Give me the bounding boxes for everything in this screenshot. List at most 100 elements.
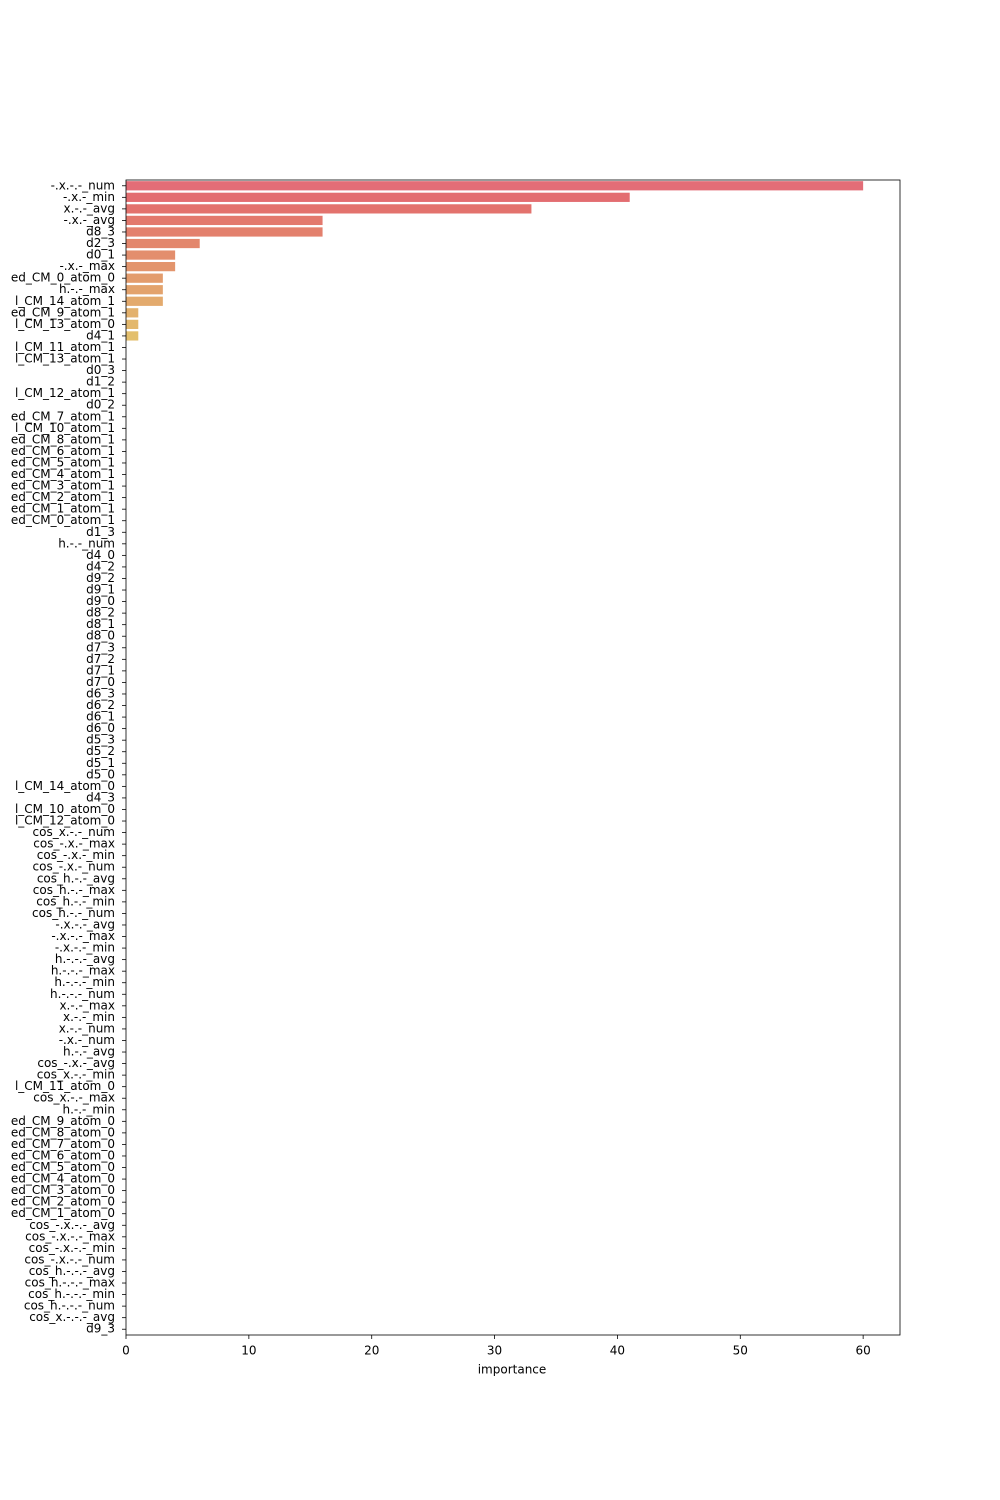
y-tick-label: l_CM_14_atom_0 [15,779,115,793]
y-tick-label: ed_CM_9_atom_1 [11,305,115,319]
y-tick-label: d0_1 [86,248,115,262]
y-tick-label: cos_x.-.-_num [33,825,115,839]
y-tick-label: d6_3 [86,686,115,700]
bar [126,285,163,295]
y-tick-label: d4_3 [86,790,115,804]
y-tick-label: cos_x.-.-_max [33,1091,115,1105]
y-tick-label: h.-.-.-_min [54,975,115,989]
y-tick-label: d8_3 [86,224,115,238]
y-tick-label: cos_x.-.-_min [37,1068,115,1082]
x-tick-label: 0 [122,1344,130,1358]
y-tick-label: h.-.-_max [59,282,115,296]
y-tick-label: l_CM_10_atom_0 [15,802,115,816]
y-tick-label: d1_3 [86,525,115,539]
bar [126,308,139,318]
y-tick-label: ed_CM_5_atom_1 [11,455,115,469]
y-tick-label: cos_-.x.-_avg [37,1056,115,1070]
y-tick-label: ed_CM_9_atom_0 [11,1114,115,1128]
y-tick-label: cos_h.-.-.-_avg [29,1264,115,1278]
y-tick-label: ed_CM_3_atom_0 [11,1183,115,1197]
y-tick-label: ed_CM_2_atom_0 [11,1195,115,1209]
y-tick-label: -.x.-.-_min [55,941,115,955]
y-tick-label: d5_1 [86,756,115,770]
y-tick-label: -.x.-.-_num [51,178,115,192]
y-tick-label: d5_3 [86,733,115,747]
y-tick-label: d8_0 [86,629,115,643]
y-tick-label: d7_2 [86,652,115,666]
bar [126,296,163,306]
y-tick-label: d6_0 [86,721,115,735]
y-tick-label: l_CM_12_atom_0 [15,814,115,828]
bar [126,319,139,329]
y-tick-label: -.x.-.-_avg [55,917,115,931]
y-tick-label: l_CM_14_atom_1 [15,294,115,308]
y-tick-label: d7_3 [86,640,115,654]
y-tick-label: x.-.-_max [59,998,115,1012]
bar [126,238,200,249]
y-tick-label: d9_1 [86,583,115,597]
y-tick-label: d1_2 [86,375,115,389]
y-tick-label: ed_CM_0_atom_0 [11,271,115,285]
y-tick-label: ed_CM_0_atom_1 [11,513,115,527]
y-tick-label: x.-.-_avg [64,201,115,215]
x-tick-label: 40 [610,1344,625,1358]
x-tick-label: 50 [733,1344,748,1358]
bar [126,273,163,283]
x-tick-label: 20 [364,1344,379,1358]
y-tick-label: l_CM_11_atom_0 [15,1079,115,1093]
x-tick-label: 60 [856,1344,871,1358]
y-tick-label: -.x.-_max [59,259,115,273]
y-tick-label: d4_2 [86,559,115,573]
bar [126,192,630,202]
y-tick-label: ed_CM_6_atom_0 [11,1148,115,1162]
y-tick-label: d6_1 [86,710,115,724]
y-tick-label: cos_h.-.-.-_num [24,1299,115,1313]
y-tick-label: ed_CM_8_atom_0 [11,1125,115,1139]
y-tick-label: x.-.-_num [59,1021,115,1035]
y-tick-label: d0_3 [86,363,115,377]
y-tick-label: -.x.-_avg [64,213,115,227]
y-tick-label: d9_2 [86,571,115,585]
plot-frame [125,179,901,1336]
y-tick-label: l_CM_12_atom_1 [15,386,115,400]
y-tick-label: d8_2 [86,606,115,620]
y-tick-label: ed_CM_5_atom_0 [11,1160,115,1174]
y-tick-label: l_CM_11_atom_1 [15,340,115,354]
y-tick-label: cos_h.-.-_num [32,906,115,920]
y-tick-label: h.-.-_min [62,1102,115,1116]
y-tick-label: cos_-.x.-.-_min [29,1241,115,1255]
y-tick-label: cos_x.-.-.-_avg [29,1310,115,1324]
y-tick-label: ed_CM_3_atom_1 [11,479,115,493]
y-tick-label: ed_CM_2_atom_1 [11,490,115,504]
y-tick-label: cos_-.x.-.-_num [24,1252,115,1266]
bar [126,215,323,226]
y-tick-label: ed_CM_8_atom_1 [11,432,115,446]
y-tick-label: ed_CM_1_atom_0 [11,1206,115,1220]
y-tick-label: cos_-.x.-_min [37,848,115,862]
y-tick-label: ed_CM_7_atom_0 [11,1137,115,1151]
y-tick-label: ed_CM_4_atom_1 [11,467,115,481]
y-tick-label: l_CM_13_atom_1 [15,352,115,366]
y-tick-label: -.x.-.-_max [51,929,115,943]
y-tick-label: d7_1 [86,663,115,677]
y-tick-label: cos_h.-.-_avg [37,871,115,885]
y-tick-label: ed_CM_6_atom_1 [11,444,115,458]
y-tick-label: cos_h.-.-_max [33,883,115,897]
y-tick-label: l_CM_10_atom_1 [15,421,115,435]
bar [126,250,176,260]
y-tick-label: h.-.-.-_avg [55,952,115,966]
y-tick-label: d4_1 [86,328,115,342]
y-tick-label: d5_2 [86,744,115,758]
y-tick-label: d4_0 [86,548,115,562]
y-tick-label: cos_h.-.-.-_min [28,1287,115,1301]
bar [126,262,176,272]
bar [126,181,864,191]
bar [126,331,139,341]
y-tick-label: d8_1 [86,617,115,631]
bar [126,204,532,214]
y-tick-label: h.-.-.-_num [50,987,115,1001]
y-tick-label: d9_0 [86,594,115,608]
y-tick-label: h.-.-_avg [63,1045,115,1059]
y-tick-label: ed_CM_4_atom_0 [11,1172,115,1186]
y-tick-label: h.-.-_num [58,536,115,550]
